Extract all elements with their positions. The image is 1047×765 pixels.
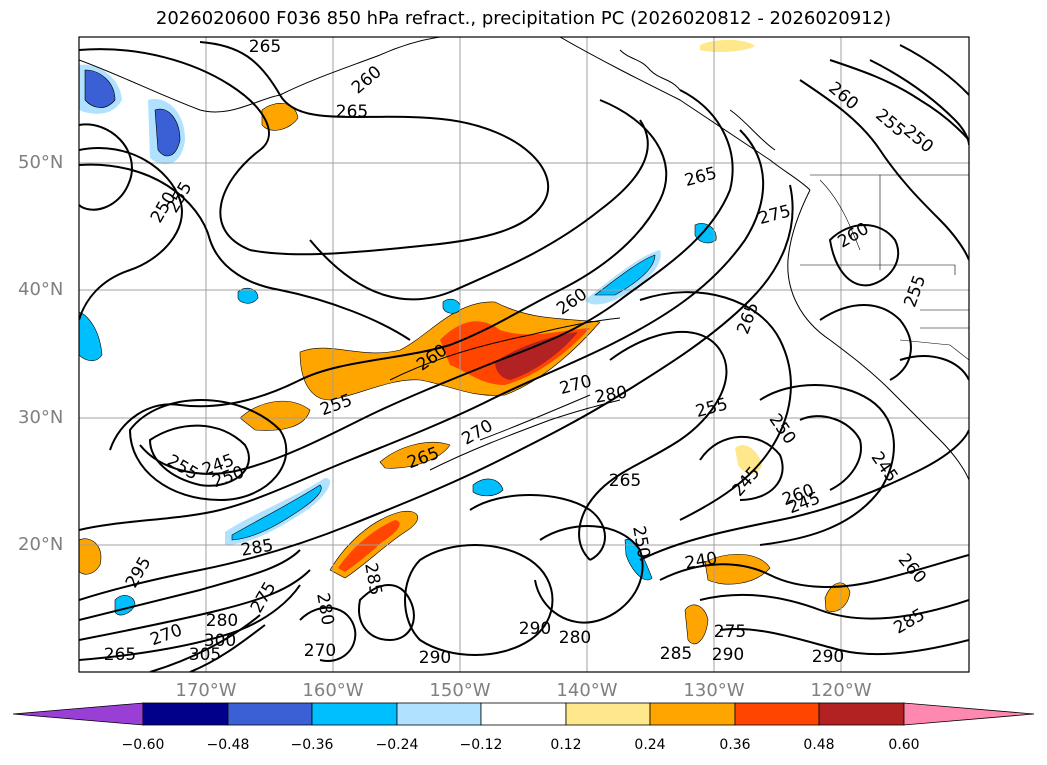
coastlines [79, 37, 969, 481]
lon-label: 140°W [556, 680, 618, 701]
colorbar-extend-max [903, 702, 1035, 726]
graticule [79, 37, 969, 672]
colorbar-tick-label: −0.60 [121, 737, 165, 753]
country-borders [800, 174, 969, 361]
refractivity-contours [79, 41, 969, 672]
lon-label: 120°W [810, 680, 872, 701]
contour-label: 265 [609, 471, 641, 491]
colorbar-bin [311, 702, 398, 726]
precip-positive-area [684, 604, 709, 645]
precip-positive-area [379, 442, 451, 469]
lon-label: 150°W [429, 680, 491, 701]
colorbar-extend-min [12, 702, 144, 726]
lat-label: 20°N [18, 534, 64, 555]
precip-negative-area [231, 484, 322, 541]
lon-label: 160°W [302, 680, 364, 701]
contour-label: 300 [204, 631, 236, 651]
contour-label: 280 [206, 611, 238, 631]
colorbar-bin [396, 702, 482, 726]
map-panel: 265 260 265 250 255 260 255 250 265 275 … [79, 37, 969, 672]
map-frame [78, 36, 970, 673]
lon-label: 130°W [683, 680, 745, 701]
precip-positive-area [239, 400, 311, 431]
lat-label: 40°N [18, 279, 64, 300]
colorbar-tick-label: 0.36 [719, 737, 751, 753]
colorbar-bin [734, 702, 820, 726]
contour-label: 265 [104, 645, 136, 665]
precip-negative-area [84, 69, 116, 108]
precip-negative-area [442, 298, 461, 314]
contour-label: 265 [249, 37, 281, 57]
colorbar-tick-label: −0.12 [459, 737, 503, 753]
contour-label: 280 [559, 628, 591, 648]
contour-label: 290 [812, 647, 844, 667]
colorbar-tick-label: −0.36 [290, 737, 334, 753]
colorbar-tick-label: 0.12 [550, 737, 582, 753]
colorbar-tick-label: 0.24 [634, 737, 666, 753]
colorbar-bin [142, 702, 229, 726]
colorbar-bin [480, 702, 567, 726]
precip-negative-area [594, 254, 656, 296]
colorbar-tick-label: 0.48 [803, 737, 835, 753]
colorbar-bin [649, 702, 736, 726]
precip-positive-area [79, 538, 102, 575]
lon-label: 170°W [175, 680, 237, 701]
precip-max-area [495, 332, 578, 380]
colorbar [12, 702, 1035, 726]
colorbar-bin [565, 702, 651, 726]
precip-positive-area [704, 553, 771, 585]
colorbar-tick-label: −0.24 [375, 737, 419, 753]
contour-label: 290 [712, 645, 744, 665]
precip-negative-area [237, 287, 259, 304]
colorbar-tick-label: 0.60 [888, 737, 920, 753]
colorbar-tick-label: −0.48 [206, 737, 250, 753]
precip-negative-area [472, 478, 504, 497]
refractivity-contours-thin [389, 317, 621, 471]
contour-label: 265 [336, 102, 368, 122]
colorbar-bin [227, 702, 313, 726]
lat-label: 30°N [18, 407, 64, 428]
contour-label: 285 [660, 644, 692, 664]
colorbar-bin [818, 702, 905, 726]
lat-label: 50°N [18, 152, 64, 173]
contour-label: 275 [714, 622, 746, 642]
precip-strong-area [338, 520, 400, 572]
precip-weak-area [735, 445, 762, 475]
precip-negative-area [154, 108, 181, 157]
contour-label: 290 [419, 648, 451, 668]
contour-label: 290 [519, 619, 551, 639]
map-title: 2026020600 F036 850 hPa refract., precip… [155, 8, 892, 29]
contour-label: 270 [304, 641, 336, 661]
precip-fill-layer [79, 39, 851, 645]
precip-negative-area [79, 311, 103, 362]
contour-label: 305 [189, 645, 221, 665]
